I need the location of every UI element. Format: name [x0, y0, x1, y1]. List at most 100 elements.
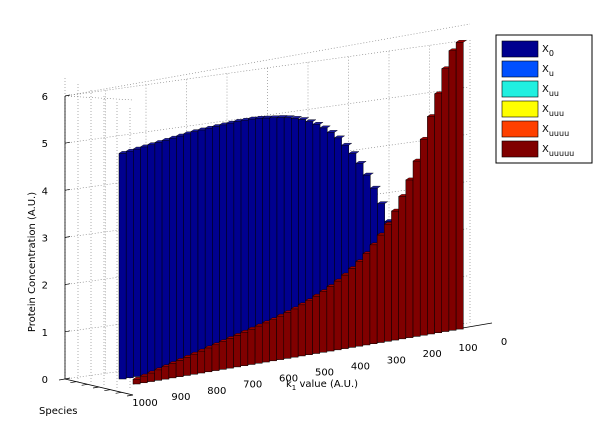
y-tick-mark: [64, 141, 71, 144]
bar-xuuuuu: [297, 304, 306, 357]
bar-xuuuuu: [441, 68, 450, 332]
bar-xuuuuu: [427, 116, 435, 335]
bar-xuuuuu: [326, 286, 335, 352]
bar-xuuuuu: [283, 312, 292, 359]
bar-x0: [255, 118, 263, 357]
legend-label: X0: [542, 44, 554, 58]
bar-xuuuuu: [391, 210, 399, 341]
bar-x0: [262, 117, 271, 355]
legend-label-base: X: [542, 124, 549, 135]
bar-xuuuuu: [204, 347, 213, 373]
legend-label: Xuuuu: [542, 124, 569, 138]
bar-xuuuuu: [405, 179, 414, 338]
bar-x0-top: [355, 161, 367, 164]
legend-label-base: X: [542, 104, 549, 115]
legend-label: Xuuuuu: [542, 144, 574, 158]
bar-xuuuuu: [376, 234, 385, 343]
bar-x0: [140, 146, 148, 376]
bar-x0-top: [369, 185, 382, 189]
legend-label-sub: uuu: [549, 109, 564, 118]
bar-x0-top: [326, 130, 339, 133]
bar-x0: [197, 129, 206, 366]
legend-label-sub: 0: [549, 49, 554, 58]
bar-x0-top: [348, 151, 360, 154]
k-tick-label: 300: [387, 355, 406, 366]
bar-x0-top: [276, 115, 288, 118]
bar-xuuuuu: [226, 338, 234, 369]
bar-xuuuuu: [333, 280, 342, 351]
bar-xuuuuu: [240, 331, 249, 366]
depth-tick: [58, 378, 66, 381]
legend-label-base: X: [542, 84, 549, 95]
depth-axis-label: Species: [39, 406, 78, 417]
grid-line-y: [64, 39, 469, 97]
bar-xuuuuu: [247, 328, 256, 365]
bar-x0: [125, 150, 134, 379]
legend-label-base: X: [542, 44, 549, 55]
bar-xuuuuu: [290, 308, 299, 358]
bar-x0-top: [319, 125, 331, 129]
bar-xuuuuu: [434, 93, 443, 334]
bar-xuuuuu: [412, 160, 421, 337]
bar-xuuuuu: [369, 244, 378, 344]
y-tick-label: 5: [42, 139, 48, 150]
y-tick-mark: [64, 377, 71, 380]
bar-x0-top: [333, 135, 346, 139]
bar-xuuuuu: [340, 274, 349, 349]
bar-xuuuuu: [312, 295, 320, 354]
y-tick-label: 4: [42, 186, 48, 197]
bar-xuuuuu: [319, 291, 328, 353]
bar-x0: [118, 153, 127, 380]
bar-xuuuuu-top: [455, 40, 467, 43]
k-tick-label: 200: [423, 349, 442, 360]
x-axis-label-sub: 1: [292, 384, 296, 392]
legend-label: Xuu: [542, 84, 559, 98]
y-tick-mark: [64, 330, 71, 333]
bar-xuuuuu: [398, 196, 407, 340]
k-tick-label: 600: [279, 374, 298, 385]
bar-xuuuuu: [197, 350, 206, 374]
bar-x0: [133, 148, 141, 377]
y-tick-label: 0: [42, 375, 48, 386]
bar-xuuuuu: [384, 223, 392, 342]
bar-x0-top: [305, 119, 317, 122]
bar-x0: [147, 144, 156, 375]
bar-x0: [161, 140, 170, 372]
k-tick-label: 400: [351, 361, 370, 372]
legend-label-sub: uu: [549, 89, 559, 98]
legend-label-sub: uuuuu: [549, 149, 574, 158]
bar-xuuuuu: [269, 319, 277, 362]
bar-x0: [169, 137, 177, 371]
y-tick-label: 2: [42, 281, 48, 292]
bar-xuuuuu: [218, 341, 227, 370]
legend-label-sub: u: [549, 69, 554, 78]
bar-xuuuuu: [455, 42, 464, 330]
depth-tick: [126, 394, 134, 397]
grid-frame-top: [64, 23, 471, 97]
bar-x0-top: [340, 142, 353, 146]
bar-xuuuuu: [305, 300, 313, 355]
bar-xuuuuu: [154, 369, 162, 381]
bar-xuuuuu: [276, 315, 285, 360]
y-tick-label: 3: [42, 234, 48, 245]
k-tick-label: 800: [207, 386, 226, 397]
bar-xuuuuu: [168, 363, 177, 379]
depth-tick: [115, 391, 122, 394]
k-tick-label: 700: [243, 380, 262, 391]
k-tick-label: 900: [171, 392, 190, 403]
bar-x0-top: [283, 115, 296, 118]
depth-tick: [81, 383, 88, 386]
bar-x0: [226, 122, 235, 361]
bar-xuuuuu: [348, 268, 356, 348]
k-tick-label: 0: [501, 337, 507, 348]
series-front-bars: [132, 40, 467, 385]
bar-xuuuuu: [233, 335, 241, 368]
bar-xuuuuu: [362, 253, 371, 346]
bar-xuuuuu: [261, 322, 270, 363]
k-tick-label: 1000: [132, 398, 157, 409]
grid-frame-left: [64, 95, 134, 101]
depth-tick: [104, 389, 111, 392]
bar-xuuuuu: [132, 378, 141, 385]
